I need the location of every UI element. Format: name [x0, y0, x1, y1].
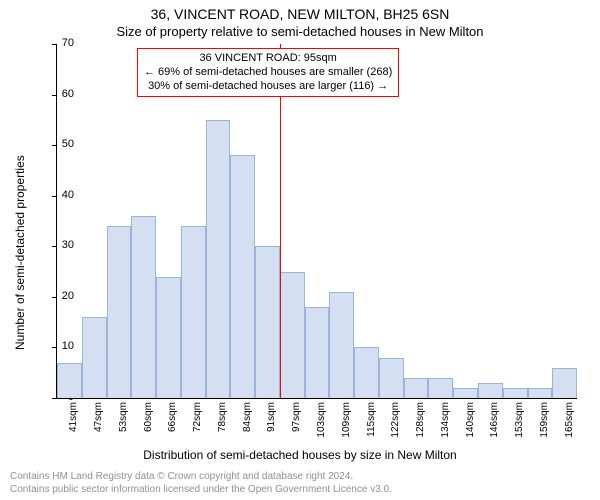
- histogram-bar: [404, 378, 429, 398]
- info-line-3: 30% of semi-detached houses are larger (…: [144, 80, 392, 94]
- x-tick-label: 128sqm: [415, 402, 426, 442]
- x-tick-label: 47sqm: [93, 402, 104, 442]
- histogram-bar: [181, 226, 206, 398]
- x-tick-label: 103sqm: [316, 402, 327, 442]
- x-axis-label: Distribution of semi-detached houses by …: [0, 448, 600, 462]
- histogram-bar: [107, 226, 132, 398]
- histogram-bar: [57, 363, 82, 398]
- x-tick-label: 122sqm: [390, 402, 401, 442]
- plot-area: 36 VINCENT ROAD: 95sqm ← 69% of semi-det…: [56, 44, 577, 399]
- x-tick-label: 53sqm: [118, 402, 129, 442]
- x-tick-label: 153sqm: [514, 402, 525, 442]
- histogram-bar: [379, 358, 404, 398]
- x-tick-label: 66sqm: [167, 402, 178, 442]
- x-tick-label: 78sqm: [217, 402, 228, 442]
- chart-title: 36, VINCENT ROAD, NEW MILTON, BH25 6SN: [0, 6, 600, 22]
- histogram-bar: [329, 292, 354, 398]
- x-tick-label: 146sqm: [489, 402, 500, 442]
- x-tick-label: 72sqm: [192, 402, 203, 442]
- histogram-bar: [428, 378, 453, 398]
- histogram-bar: [156, 277, 181, 398]
- x-tick-label: 165sqm: [564, 402, 575, 442]
- histogram-bar: [552, 368, 577, 398]
- histogram-bar: [280, 272, 305, 398]
- info-line-2: ← 69% of semi-detached houses are smalle…: [144, 66, 392, 80]
- histogram-bar: [305, 307, 330, 398]
- x-tick-label: 134sqm: [440, 402, 451, 442]
- x-tick-label: 41sqm: [68, 402, 79, 442]
- histogram-bar: [528, 388, 553, 398]
- histogram-bar: [131, 216, 156, 398]
- footer-line-2: Contains public sector information licen…: [10, 484, 392, 495]
- chart-container: 36, VINCENT ROAD, NEW MILTON, BH25 6SN S…: [0, 0, 600, 500]
- y-axis-label: Number of semi-detached properties: [13, 155, 27, 350]
- histogram-bar: [230, 155, 255, 398]
- histogram-bar: [503, 388, 528, 398]
- info-line-1: 36 VINCENT ROAD: 95sqm: [144, 52, 392, 66]
- x-tick-label: 84sqm: [242, 402, 253, 442]
- histogram-bar: [255, 246, 280, 398]
- x-tick-label: 115sqm: [366, 402, 377, 442]
- histogram-bar: [453, 388, 478, 398]
- x-tick-label: 91sqm: [266, 402, 277, 442]
- histogram-bar: [478, 383, 503, 398]
- x-tick-label: 140sqm: [465, 402, 476, 442]
- x-tick-label: 60sqm: [143, 402, 154, 442]
- chart-subtitle: Size of property relative to semi-detach…: [0, 24, 600, 39]
- histogram-bar: [354, 347, 379, 398]
- x-tick-label: 159sqm: [539, 402, 550, 442]
- histogram-bar: [82, 317, 107, 398]
- info-box: 36 VINCENT ROAD: 95sqm ← 69% of semi-det…: [137, 48, 399, 97]
- footer-line-1: Contains HM Land Registry data © Crown c…: [10, 471, 353, 482]
- histogram-bar: [206, 120, 231, 398]
- x-tick-label: 97sqm: [291, 402, 302, 442]
- x-tick-label: 109sqm: [341, 402, 352, 442]
